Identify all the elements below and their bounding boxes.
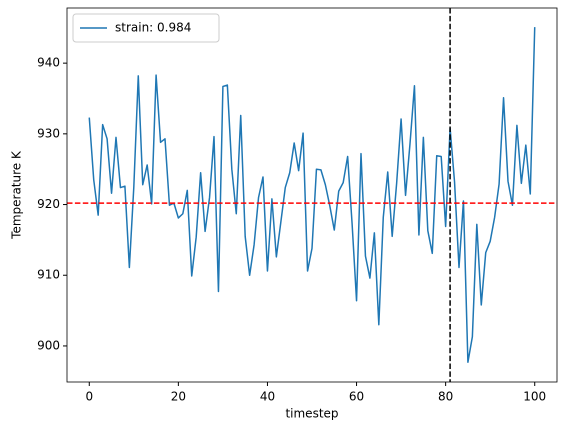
y-tick-label: 920 (37, 197, 60, 211)
x-tick-label: 80 (438, 390, 453, 404)
data-line (88, 27, 536, 363)
y-tick-label: 900 (37, 338, 60, 352)
y-tick-label: 910 (37, 268, 60, 282)
x-tick-label: 0 (85, 390, 93, 404)
legend-box (72, 13, 220, 43)
legend-label: strain: 0.984 (115, 21, 191, 35)
x-tick-label: 60 (349, 390, 364, 404)
x-tick-label: 20 (171, 390, 186, 404)
x-tick-label: 40 (260, 390, 275, 404)
x-axis-label: timestep (285, 407, 338, 421)
plot-frame (66, 7, 558, 383)
y-axis-label: Temperature K (10, 150, 24, 240)
x-tick-label: 100 (523, 390, 546, 404)
y-tick-label: 930 (37, 126, 60, 140)
y-tick-label: 940 (37, 56, 60, 70)
